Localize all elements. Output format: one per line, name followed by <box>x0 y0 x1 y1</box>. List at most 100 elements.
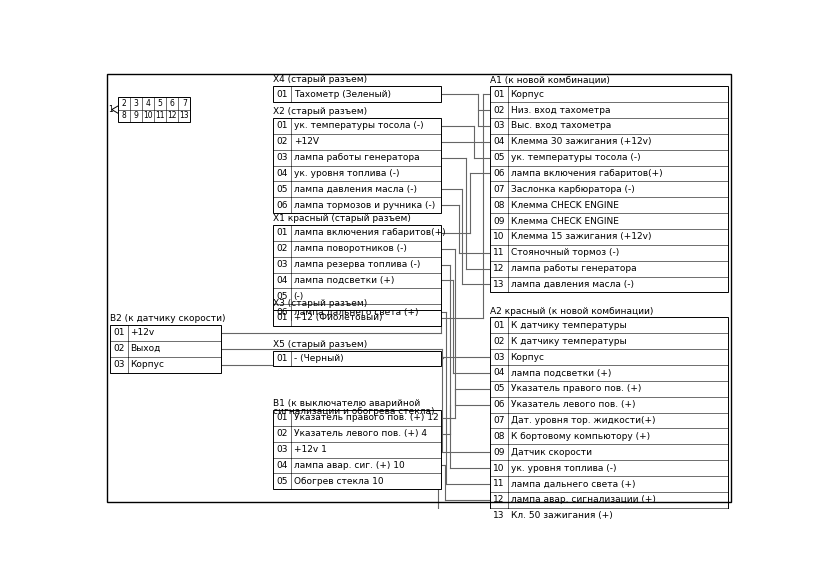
Text: +12V: +12V <box>294 137 319 146</box>
Text: лампа подсветки (+): лампа подсветки (+) <box>510 368 611 378</box>
Text: 13: 13 <box>493 511 505 520</box>
Text: 05: 05 <box>276 292 288 301</box>
Text: Стояночный тормоз (-): Стояночный тормоз (-) <box>510 248 618 257</box>
Text: А2 красный (к новой комбинации): А2 красный (к новой комбинации) <box>490 307 654 316</box>
Bar <box>490 86 728 292</box>
Text: Обогрев стекла 10: Обогрев стекла 10 <box>294 477 384 486</box>
Bar <box>273 310 442 326</box>
Text: 01: 01 <box>276 354 288 363</box>
Text: 04: 04 <box>493 137 505 146</box>
Text: 04: 04 <box>493 368 505 378</box>
Text: 1: 1 <box>108 105 113 114</box>
Text: А1 (к новой комбинации): А1 (к новой комбинации) <box>490 76 610 85</box>
Text: лампа тормозов и ручника (-): лампа тормозов и ручника (-) <box>294 201 435 210</box>
Text: лампа включения габаритов(+): лампа включения габаритов(+) <box>294 228 445 237</box>
Text: 12: 12 <box>493 264 505 273</box>
Text: ук. уровня топлива (-): ук. уровня топлива (-) <box>510 464 616 472</box>
Text: 05: 05 <box>493 384 505 394</box>
Text: 02: 02 <box>276 137 288 146</box>
Text: Тахометр (Зеленый): Тахометр (Зеленый) <box>294 90 391 99</box>
Text: Указатель левого пов. (+): Указатель левого пов. (+) <box>510 400 635 409</box>
Text: сигнализации и обогрева стекла): сигнализации и обогрева стекла) <box>273 407 435 416</box>
Text: ук. температуры тосола (-): ук. температуры тосола (-) <box>294 121 424 130</box>
Text: лампа авар. сиг. (+) 10: лампа авар. сиг. (+) 10 <box>294 461 404 470</box>
Bar <box>273 86 442 102</box>
Text: 01: 01 <box>276 90 288 99</box>
Text: Клемма 15 зажигания (+12v): Клемма 15 зажигания (+12v) <box>510 232 651 241</box>
Text: 01: 01 <box>276 414 288 422</box>
Text: 04: 04 <box>276 169 288 178</box>
Text: 6: 6 <box>170 99 175 108</box>
Text: 13: 13 <box>179 112 189 120</box>
Text: Указатель правого пов. (+) 12: Указатель правого пов. (+) 12 <box>294 414 438 422</box>
Text: +12v 1: +12v 1 <box>294 445 326 454</box>
Text: 05: 05 <box>276 185 288 194</box>
Bar <box>490 317 728 523</box>
Text: 07: 07 <box>493 185 505 194</box>
Text: 02: 02 <box>276 429 288 438</box>
Text: К бортовому компьютору (+): К бортовому компьютору (+) <box>510 432 649 441</box>
Text: Дат. уровня тор. жидкости(+): Дат. уровня тор. жидкости(+) <box>510 416 655 425</box>
Text: 01: 01 <box>276 121 288 130</box>
Bar <box>110 325 221 372</box>
Text: 03: 03 <box>493 121 505 130</box>
Text: 2: 2 <box>122 99 127 108</box>
Text: B1 (к выключателю аварийной: B1 (к выключателю аварийной <box>273 399 420 408</box>
Text: Низ. вход тахометра: Низ. вход тахометра <box>510 106 610 114</box>
Text: Заслонка карбюратора (-): Заслонка карбюратора (-) <box>510 185 634 194</box>
Text: +12 (Фиолетовый): +12 (Фиолетовый) <box>294 313 382 323</box>
Text: 12: 12 <box>493 495 505 505</box>
Text: X2 (старый разъем): X2 (старый разъем) <box>273 107 367 116</box>
Text: лампа работы генератора: лампа работы генератора <box>510 264 636 273</box>
Text: Датчик скорости: Датчик скорости <box>510 448 591 457</box>
Text: +12v: +12v <box>130 328 155 337</box>
Text: 01: 01 <box>276 313 288 323</box>
Text: 01: 01 <box>113 328 124 337</box>
Text: 02: 02 <box>113 344 124 353</box>
Text: 11: 11 <box>493 479 505 488</box>
Text: X4 (старый разъем): X4 (старый разъем) <box>273 76 367 85</box>
Text: - (Черный): - (Черный) <box>294 354 344 363</box>
Text: Выход: Выход <box>130 344 160 353</box>
Text: 03: 03 <box>276 260 288 269</box>
Text: 01: 01 <box>276 228 288 237</box>
Text: 03: 03 <box>276 153 288 162</box>
Text: 02: 02 <box>276 244 288 253</box>
Text: лампа дальнего света (+): лампа дальнего света (+) <box>510 479 635 488</box>
Text: 3: 3 <box>133 99 138 108</box>
Text: лампа давления масла (-): лампа давления масла (-) <box>510 280 633 289</box>
Bar <box>273 225 442 320</box>
Text: 09: 09 <box>493 217 505 225</box>
Text: 5: 5 <box>158 99 163 108</box>
Text: 03: 03 <box>276 445 288 454</box>
Text: 8: 8 <box>122 112 127 120</box>
Text: лампа поворотников (-): лампа поворотников (-) <box>294 244 407 253</box>
Text: лампа подсветки (+): лампа подсветки (+) <box>294 276 394 285</box>
Text: Корпус: Корпус <box>510 90 545 99</box>
Text: 10: 10 <box>493 232 505 241</box>
Text: Клемма 30 зажигания (+12v): Клемма 30 зажигания (+12v) <box>510 137 651 146</box>
Text: 13: 13 <box>493 280 505 289</box>
Bar <box>273 351 442 367</box>
Text: Кл. 50 зажигания (+): Кл. 50 зажигания (+) <box>510 511 612 520</box>
Text: 08: 08 <box>493 432 505 441</box>
Text: 06: 06 <box>493 169 505 178</box>
Text: 05: 05 <box>276 477 288 486</box>
Text: 01: 01 <box>493 321 505 330</box>
Bar <box>118 97 191 122</box>
Text: 01: 01 <box>493 90 505 99</box>
Text: Указатель левого пов. (+) 4: Указатель левого пов. (+) 4 <box>294 429 427 438</box>
Text: X3 (старый разъем): X3 (старый разъем) <box>273 299 367 308</box>
Text: B2 (к датчику скорости): B2 (к датчику скорости) <box>110 314 225 323</box>
Text: Корпус: Корпус <box>130 360 164 369</box>
Text: 9: 9 <box>133 112 138 120</box>
Text: К датчику температуры: К датчику температуры <box>510 337 626 345</box>
Text: 06: 06 <box>493 400 505 409</box>
Text: 09: 09 <box>493 448 505 457</box>
Text: лампа резерва топлива (-): лампа резерва топлива (-) <box>294 260 420 269</box>
Text: ук. температуры тосола (-): ук. температуры тосола (-) <box>510 153 640 162</box>
Text: 12: 12 <box>168 112 177 120</box>
Text: 03: 03 <box>493 352 505 362</box>
Text: лампа дальнего света (+): лампа дальнего света (+) <box>294 308 418 317</box>
Text: К датчику температуры: К датчику температуры <box>510 321 626 330</box>
